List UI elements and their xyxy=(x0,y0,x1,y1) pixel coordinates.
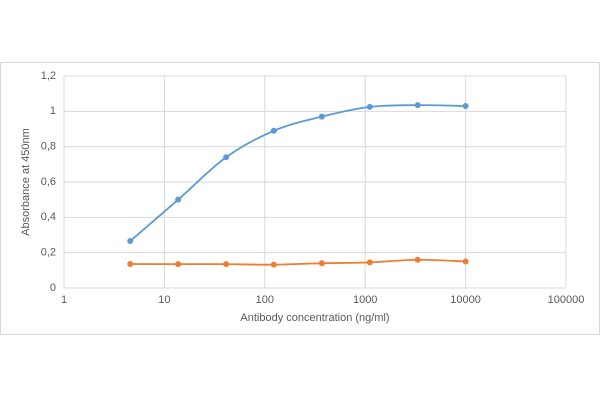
y-tick-label: 1 xyxy=(50,105,56,117)
x-tick-label: 1000 xyxy=(353,294,377,306)
x-tick-label: 10000 xyxy=(450,294,481,306)
data-point xyxy=(414,256,421,263)
data-point xyxy=(270,261,277,268)
data-line xyxy=(129,104,466,242)
chart-frame xyxy=(0,62,600,335)
data-point xyxy=(318,113,325,120)
data-point xyxy=(175,196,182,203)
data-line xyxy=(130,258,466,266)
y-tick-label: 0,6 xyxy=(41,176,56,188)
y-tick-label: 1,2 xyxy=(41,70,56,82)
data-point xyxy=(223,261,230,268)
y-tick-label: 0 xyxy=(50,282,56,294)
data-point xyxy=(462,103,469,110)
x-tick-label: 1 xyxy=(61,294,67,306)
data-point xyxy=(223,154,230,161)
y-tick-label: 0,4 xyxy=(41,211,56,223)
y-axis-label: Absorbance at 450nm xyxy=(20,128,32,236)
data-point xyxy=(270,127,277,134)
data-point xyxy=(127,260,134,267)
x-axis-label: Antibody concentration (ng/ml) xyxy=(240,312,389,324)
data-point xyxy=(318,260,325,267)
data-point xyxy=(366,259,373,266)
x-tick-label: 10 xyxy=(158,294,170,306)
y-tick-label: 0,8 xyxy=(41,141,56,153)
x-tick-label: 100000 xyxy=(548,294,585,306)
data-point xyxy=(175,261,182,268)
x-tick-label: 100 xyxy=(256,294,274,306)
y-tick-label: 0,2 xyxy=(41,247,56,259)
data-point xyxy=(462,258,469,265)
data-point xyxy=(127,238,134,245)
data-point xyxy=(366,103,373,110)
data-point xyxy=(414,102,421,109)
